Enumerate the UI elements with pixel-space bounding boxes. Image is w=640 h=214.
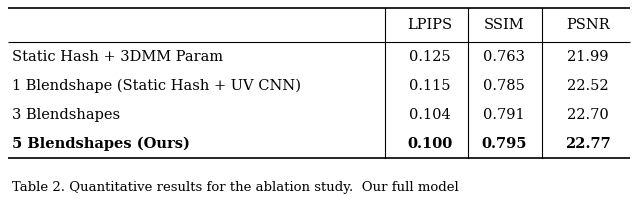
Text: 0.100: 0.100 [408,137,452,150]
Text: 22.77: 22.77 [565,137,611,150]
Text: 22.70: 22.70 [567,107,609,122]
Text: 0.795: 0.795 [481,137,527,150]
Text: 5 Blendshapes (Ours): 5 Blendshapes (Ours) [12,136,190,151]
Text: SSIM: SSIM [484,18,524,32]
Text: LPIPS: LPIPS [408,18,452,32]
Text: 0.115: 0.115 [409,79,451,92]
Text: 0.785: 0.785 [483,79,525,92]
Text: PSNR: PSNR [566,18,610,32]
Text: 1 Blendshape (Static Hash + UV CNN): 1 Blendshape (Static Hash + UV CNN) [12,78,301,93]
Text: 3 Blendshapes: 3 Blendshapes [12,107,120,122]
Text: 22.52: 22.52 [567,79,609,92]
Text: Table 2. Quantitative results for the ablation study.  Our full model: Table 2. Quantitative results for the ab… [12,181,459,195]
Text: 0.791: 0.791 [483,107,525,122]
Text: 0.125: 0.125 [409,49,451,64]
Text: Static Hash + 3DMM Param: Static Hash + 3DMM Param [12,49,223,64]
Text: 21.99: 21.99 [567,49,609,64]
Text: 0.763: 0.763 [483,49,525,64]
Text: 0.104: 0.104 [409,107,451,122]
